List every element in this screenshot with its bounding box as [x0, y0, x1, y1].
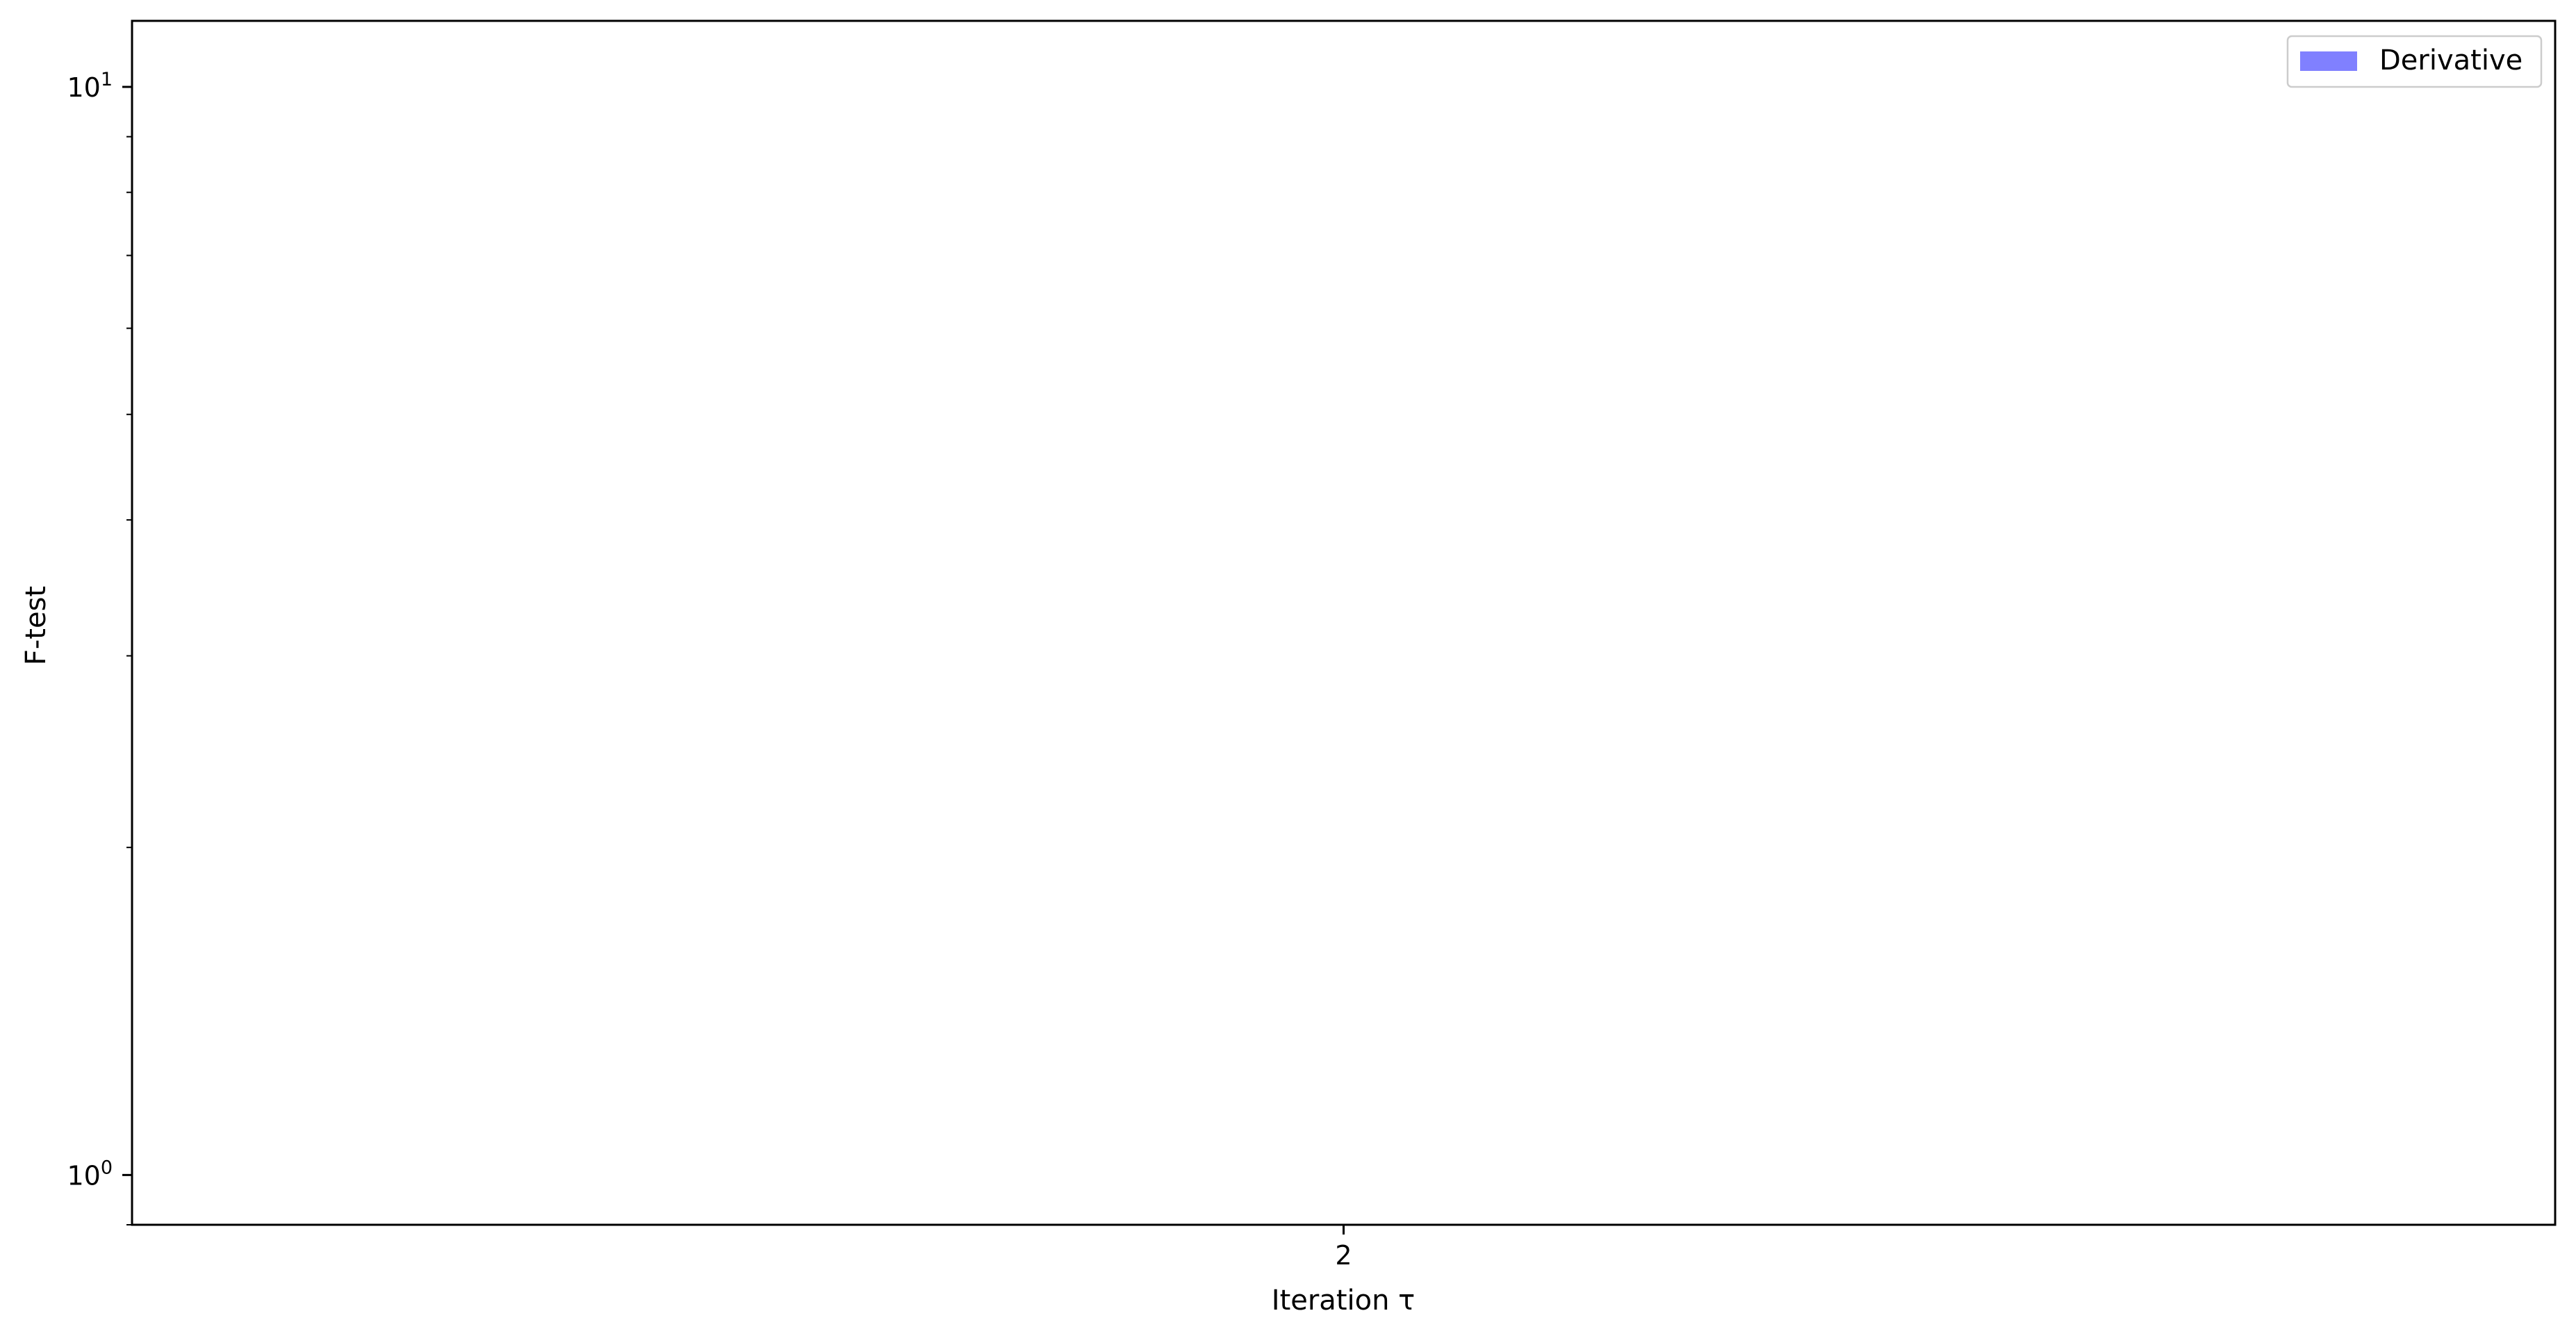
y-tick-label-base: 10 [67, 72, 100, 103]
y-tick-label: 101 [67, 69, 113, 103]
y-axis-label: F-test [20, 586, 52, 665]
y-tick-label-base: 10 [67, 1160, 100, 1191]
y-tick-label-exponent: 0 [101, 1157, 113, 1178]
plot-area-frame [131, 19, 2557, 1226]
y-tick-label: 100 [67, 1157, 113, 1191]
x-axis-ticks: 2 [1335, 1225, 1352, 1271]
y-tick-label-exponent: 1 [101, 69, 113, 90]
x-axis-label: Iteration τ [1272, 1285, 1415, 1317]
legend-swatch-derivative [2300, 51, 2357, 71]
legend-label-derivative: Derivative [2379, 44, 2522, 76]
legend-frame [2286, 35, 2543, 88]
x-tick-label: 2 [1335, 1240, 1352, 1271]
legend: Derivative [2286, 35, 2543, 88]
